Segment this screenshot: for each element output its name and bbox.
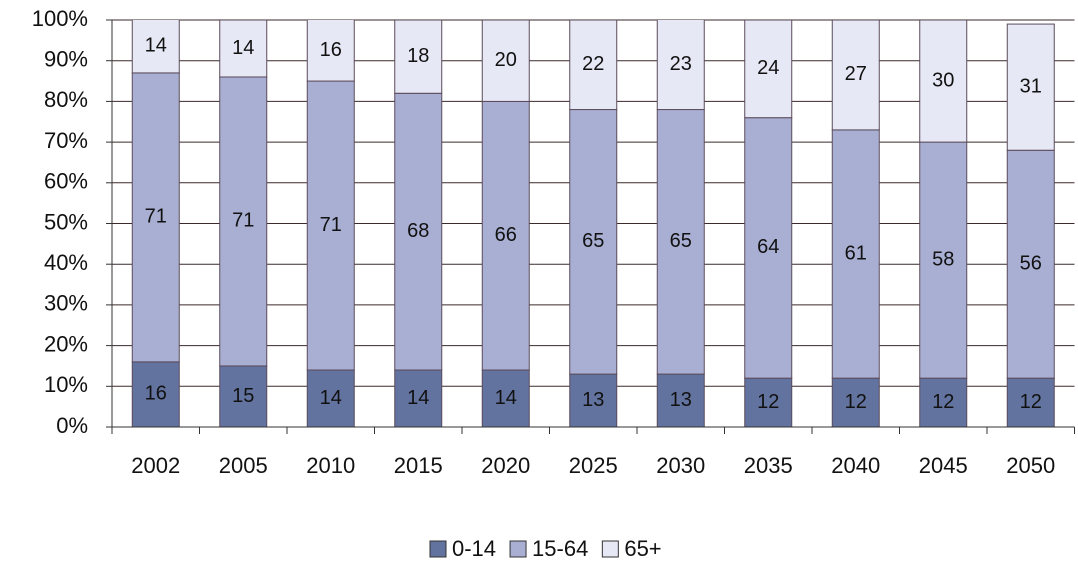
bar-segment xyxy=(481,100,530,371)
y-tick-label: 20% xyxy=(44,331,88,356)
data-label: 14 xyxy=(145,35,167,57)
x-tick-label: 2045 xyxy=(919,453,968,478)
bar-segment xyxy=(919,377,968,428)
bar-segment xyxy=(744,20,793,119)
bar-segment xyxy=(131,20,180,74)
data-label: 71 xyxy=(232,210,254,232)
x-tick-label: 2035 xyxy=(744,453,793,478)
data-label: 24 xyxy=(757,57,779,79)
legend-swatch xyxy=(601,540,619,558)
bar-segment xyxy=(831,129,880,379)
data-label: 13 xyxy=(670,389,692,411)
data-label: 30 xyxy=(932,69,954,91)
bar-segment xyxy=(569,20,618,111)
bar-segment xyxy=(831,20,880,131)
bar-segment xyxy=(656,20,705,111)
data-label: 23 xyxy=(670,53,692,75)
data-label: 71 xyxy=(145,206,167,228)
bar-segment xyxy=(569,109,618,375)
x-tick-label: 2050 xyxy=(1006,453,1055,478)
data-label: 14 xyxy=(320,387,342,409)
data-label: 20 xyxy=(495,49,517,71)
data-label: 12 xyxy=(757,391,779,413)
legend-label: 65+ xyxy=(624,536,661,561)
legend-label: 0-14 xyxy=(452,536,496,561)
y-tick-label: 30% xyxy=(44,291,88,316)
data-label: 27 xyxy=(845,63,867,85)
data-label: 15 xyxy=(232,385,254,407)
y-tick-label: 10% xyxy=(44,372,88,397)
data-label: 66 xyxy=(495,224,517,246)
bar-segment xyxy=(1006,149,1055,379)
bar-segment xyxy=(481,369,530,428)
bar-segment xyxy=(919,20,968,143)
data-label: 12 xyxy=(932,391,954,413)
data-label: 16 xyxy=(320,39,342,61)
bar-segment xyxy=(744,377,793,428)
bars xyxy=(131,20,1055,428)
bar-segment xyxy=(219,76,268,367)
y-tick-label: 90% xyxy=(44,47,88,72)
data-label: 31 xyxy=(1020,75,1042,97)
y-tick-label: 50% xyxy=(44,209,88,234)
data-label: 71 xyxy=(320,214,342,236)
x-tick-label: 2010 xyxy=(306,453,355,478)
data-label: 12 xyxy=(1020,391,1042,413)
data-label: 16 xyxy=(145,383,167,405)
y-tick-label: 60% xyxy=(44,169,88,194)
bar-segment xyxy=(394,92,443,371)
x-tick-label: 2002 xyxy=(131,453,180,478)
data-label: 65 xyxy=(582,230,604,252)
data-label: 58 xyxy=(932,248,954,270)
y-tick-label: 70% xyxy=(44,128,88,153)
data-label: 14 xyxy=(407,387,429,409)
legend-swatch xyxy=(509,540,527,558)
data-label: 65 xyxy=(670,230,692,252)
data-label: 13 xyxy=(582,389,604,411)
legend-swatch xyxy=(429,540,447,558)
x-tick-label: 2030 xyxy=(656,453,705,478)
y-tick-label: 80% xyxy=(44,87,88,112)
bar-segment xyxy=(919,141,968,379)
x-tick-label: 2005 xyxy=(219,453,268,478)
bar-segment xyxy=(219,365,268,428)
data-label: 14 xyxy=(232,37,254,59)
y-tick-label: 100% xyxy=(32,6,88,31)
x-tick-label: 2040 xyxy=(831,453,880,478)
data-label: 56 xyxy=(1020,252,1042,274)
bar-segment xyxy=(744,117,793,379)
y-tick-label: 40% xyxy=(44,250,88,275)
data-label: 14 xyxy=(495,387,517,409)
bar-segment xyxy=(219,20,268,78)
bar-segment xyxy=(1006,377,1055,428)
bar-segment xyxy=(306,20,355,82)
x-tick-label: 2025 xyxy=(569,453,618,478)
data-label: 64 xyxy=(757,236,779,258)
bar-segment xyxy=(131,72,180,363)
data-label: 18 xyxy=(407,45,429,67)
x-tick-label: 2015 xyxy=(394,453,443,478)
data-label: 61 xyxy=(845,242,867,264)
x-tick-label: 2020 xyxy=(481,453,530,478)
legend-label: 15-64 xyxy=(532,536,588,561)
bar-segment xyxy=(306,80,355,371)
bar-segment xyxy=(1006,23,1055,151)
y-tick-label: 0% xyxy=(56,413,88,438)
data-label: 68 xyxy=(407,220,429,242)
data-label: 12 xyxy=(845,391,867,413)
bar-segment xyxy=(394,20,443,94)
data-label: 22 xyxy=(582,53,604,75)
bar-segment xyxy=(481,20,530,102)
